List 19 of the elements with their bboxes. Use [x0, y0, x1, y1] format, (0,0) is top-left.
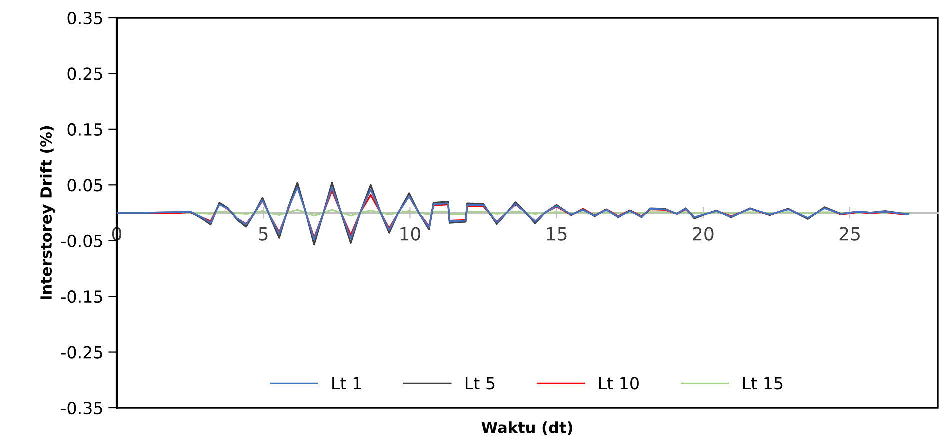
legend-label: Lt 15: [743, 377, 783, 390]
legend-label: Lt 1: [332, 377, 362, 390]
x-tick-label: 25: [840, 227, 860, 241]
x-tick-label: 15: [547, 227, 567, 241]
x-tick-label: 10: [400, 227, 421, 241]
y-tick-label: 0.05: [68, 179, 102, 192]
legend-label: Lt 5: [466, 377, 495, 390]
y-tick-label: -0.25: [62, 346, 102, 359]
y-tick-label: 0.15: [68, 123, 102, 136]
y-tick-label: 0.35: [68, 12, 102, 25]
y-tick-label: -0.35: [62, 402, 102, 415]
x-axis-title: Waktu (dt): [482, 422, 572, 436]
y-tick-label: -0.15: [62, 290, 102, 304]
y-tick-label: -0.05: [62, 234, 102, 248]
legend-label: Lt 10: [599, 377, 639, 390]
y-axis-title: Interstorey Drift (%): [40, 126, 56, 300]
x-tick-label: 20: [693, 227, 714, 241]
x-tick-label: 5: [259, 227, 268, 241]
y-tick-label: 0.25: [68, 68, 102, 80]
